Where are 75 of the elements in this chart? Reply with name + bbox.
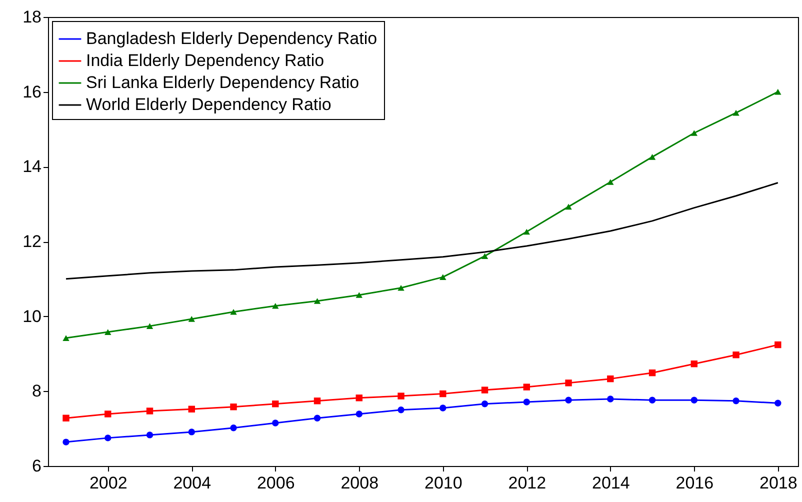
point (398, 392, 404, 400)
x-tick-label: 2018 (759, 474, 798, 492)
point (690, 396, 698, 404)
point (648, 154, 656, 160)
point (230, 308, 237, 315)
point (565, 396, 572, 404)
point (398, 284, 404, 291)
y-tick-label: 10 (22, 306, 42, 326)
point (440, 404, 446, 412)
point (440, 390, 446, 398)
point (523, 384, 530, 390)
point (607, 375, 614, 382)
point (314, 298, 321, 304)
x-tick-label: 2014 (592, 474, 630, 492)
point (146, 408, 154, 414)
point (188, 316, 195, 322)
y-tick-label: 8 (32, 382, 42, 401)
point (104, 329, 112, 335)
point (732, 352, 740, 358)
point (440, 274, 446, 280)
point (356, 394, 362, 402)
point (774, 88, 782, 95)
x-tick-label: 2008 (340, 474, 379, 492)
point (523, 398, 530, 406)
point (314, 414, 321, 422)
x-tick-label: 2006 (256, 474, 295, 492)
point (356, 410, 362, 418)
line-series (65, 182, 779, 280)
point (398, 406, 404, 414)
point (648, 369, 656, 376)
x-tick-label: 2010 (424, 474, 462, 492)
y-tick-label: 16 (22, 82, 42, 102)
point (732, 398, 740, 404)
point (62, 414, 70, 422)
x-tick-label: 2016 (676, 474, 714, 492)
point (523, 228, 530, 235)
point (732, 110, 740, 116)
x-tick-label: 2012 (508, 474, 546, 492)
point (565, 380, 572, 386)
point (230, 424, 237, 432)
legend-label: Sri Lanka Elderly Dependency Ratio (86, 73, 360, 92)
legend-label: World Elderly Dependency Ratio (86, 95, 332, 114)
x-tick-label: 2004 (173, 474, 212, 492)
point (272, 400, 279, 408)
point (104, 434, 112, 442)
legend-label: Bangladesh Elderly Dependency Ratio (86, 29, 378, 48)
point (607, 396, 614, 402)
point (62, 335, 70, 341)
point (690, 130, 698, 136)
point (104, 410, 112, 418)
y-tick-label: 14 (22, 157, 42, 176)
point (481, 253, 488, 259)
legend-label: India Elderly Dependency Ratio (86, 51, 324, 70)
point (774, 341, 782, 348)
point (230, 404, 237, 410)
y-tick-label: 18 (22, 8, 42, 26)
point (146, 432, 154, 438)
point (481, 386, 488, 394)
point (774, 400, 782, 406)
point (690, 360, 698, 368)
x-tick-label: 2002 (89, 474, 128, 492)
point (607, 179, 614, 185)
y-tick-label: 12 (22, 232, 42, 251)
point (272, 420, 279, 426)
point (62, 438, 70, 446)
point (188, 406, 195, 412)
point (648, 396, 656, 404)
point (188, 428, 195, 436)
y-tick-label: 6 (32, 456, 42, 476)
point (272, 302, 279, 309)
point (146, 323, 154, 329)
point (481, 400, 488, 408)
point (356, 292, 362, 298)
point (314, 398, 321, 404)
point (565, 204, 572, 210)
